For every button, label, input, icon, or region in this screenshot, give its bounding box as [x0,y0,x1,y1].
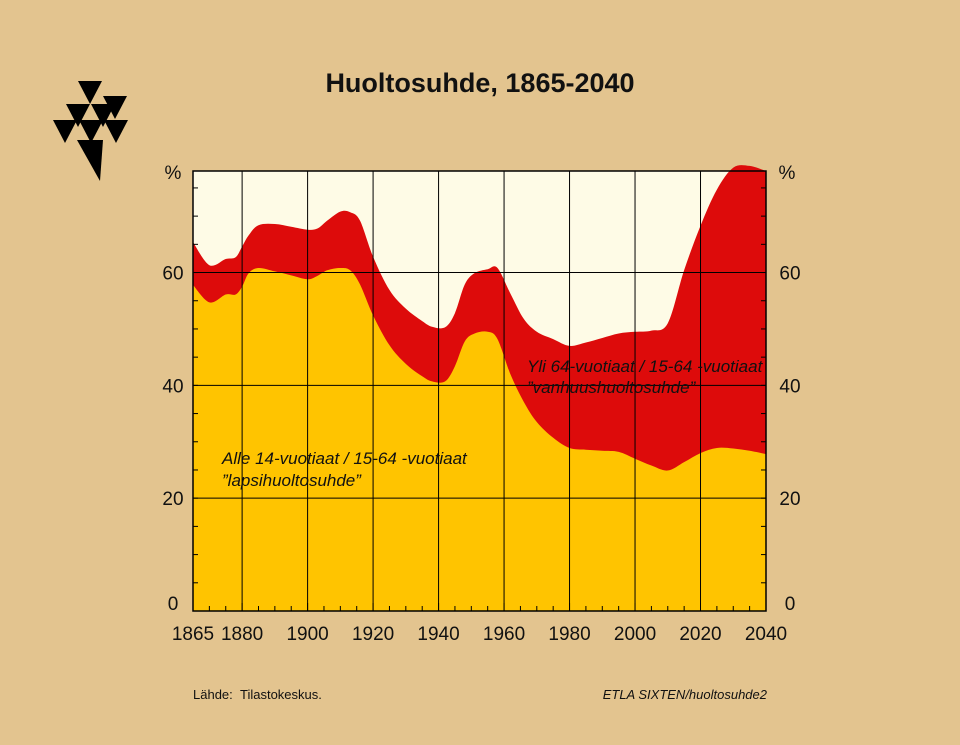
source-value: Tilastokeskus. [240,687,322,702]
y-tick-labels: 0 0 20 20 40 40 60 60 [162,264,800,615]
old-age-series-label: Yli 64-vuotiaat / 15-64 -vuotiaat [527,357,764,376]
child-series-label: Alle 14-vuotiaat / 15-64 -vuotiaat [221,449,468,468]
old-age-series-sublabel: ”vanhuushuoltosuhde” [527,378,697,397]
x-tick-label: 1920 [352,624,394,645]
x-tick-label: 1980 [548,624,590,645]
y-tick-label-right: 40 [779,376,800,397]
axis-ticks [193,187,766,611]
y-tick-label-right: 20 [779,489,800,510]
chart-title: Huoltosuhde, 1865-2040 [325,68,634,98]
x-tick-label: 1960 [483,624,525,645]
x-tick-label: 2040 [745,624,787,645]
x-tick-labels: 1865 1880 1900 1920 1940 1960 1980 2000 2020 2040 [172,624,787,645]
credit-text: ETLA SIXTEN/huoltosuhde2 [603,687,768,702]
x-tick-label: 1900 [286,624,328,645]
x-tick-label: 2020 [679,624,721,645]
x-tick-label: 2000 [614,624,656,645]
child-dependency-area [193,267,766,611]
y-tick-label-right: 60 [779,264,800,285]
y-tick-label-left: 40 [162,376,183,397]
child-series-sublabel: ”lapsihuoltosuhde” [222,471,362,490]
y-axis-right-unit: % [779,163,796,184]
y-tick-label-left: 20 [162,489,183,510]
x-tick-label: 1940 [417,624,459,645]
x-tick-label: 1880 [221,624,263,645]
y-tick-label-right: 0 [785,594,796,615]
source-label: Lähde: [193,687,233,702]
x-tick-label: 1865 [172,624,214,645]
y-tick-label-left: 60 [162,264,183,285]
grid-lines [193,171,766,611]
plot-frame [192,170,767,612]
etla-logo-icon [53,81,128,181]
y-axis-left-unit: % [165,163,182,184]
y-tick-label-left: 0 [168,594,179,615]
